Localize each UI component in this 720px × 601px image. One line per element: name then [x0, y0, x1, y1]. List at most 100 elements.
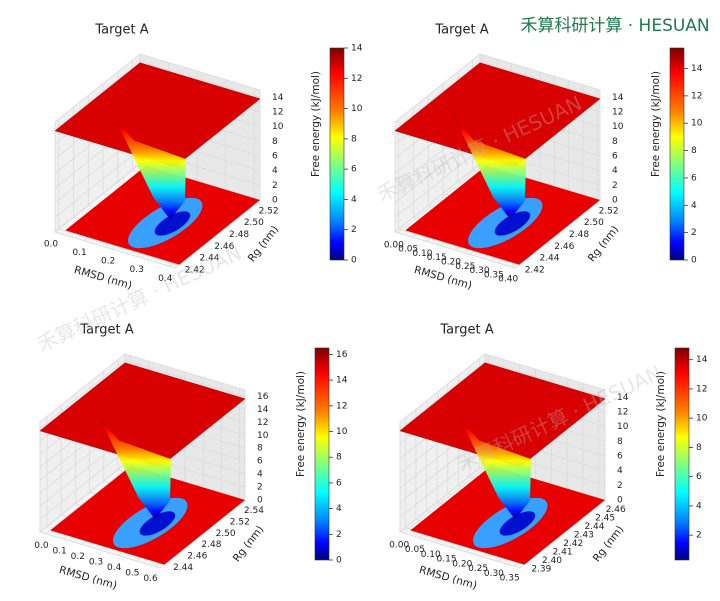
z-tick-label: 0: [272, 196, 278, 206]
x-tick-label: 0.2: [71, 552, 85, 562]
floor-basin: [139, 511, 176, 536]
y-tick-label: 2.50: [584, 218, 604, 228]
z-tick-label: 2: [272, 181, 278, 191]
brand: 禾算科研计算 · HESUAN: [520, 16, 709, 36]
surface-funnel: [99, 418, 171, 520]
x-tick-label: 0.3: [130, 265, 144, 275]
surface-funnel: [459, 418, 531, 520]
x-tick-label: 0.20: [452, 559, 472, 569]
z-tick-label: 8: [257, 444, 263, 454]
colorbar-tick-label: 10: [696, 414, 708, 424]
colorbar-tick-label: 6: [351, 165, 357, 175]
x-tick-label: 0.05: [398, 245, 418, 255]
colorbar-tick-label: 2: [691, 228, 697, 238]
z-tick-label: 2: [612, 181, 618, 191]
colorbar-tick-label: 2: [696, 531, 702, 541]
y-tick-label: 2.44: [584, 522, 604, 532]
colorbar-label: Free energy (kJ/mol): [295, 371, 307, 477]
z-tick-label: 8: [617, 437, 623, 447]
z-tick-label: 14: [612, 93, 624, 103]
x-tick-label: 0.5: [125, 568, 139, 578]
colorbar-tick-label: 12: [336, 401, 347, 411]
surface-funnel: [454, 118, 526, 220]
y-tick-label: 2.54: [244, 506, 264, 516]
z-tick-label: 4: [612, 166, 618, 176]
z-tick-label: 14: [257, 405, 269, 415]
z-tick-label: 2: [257, 483, 263, 493]
z-tick-label: 14: [272, 93, 284, 103]
colorbar: [669, 47, 685, 261]
y-tick-label: 2.39: [531, 564, 551, 574]
z-tick-label: 4: [272, 166, 278, 176]
z-tick-label: 10: [257, 431, 269, 441]
y-tick-label: 2.44: [539, 254, 559, 264]
x-tick-label: 0.15: [427, 253, 447, 263]
colorbar-tick-label: 6: [336, 478, 342, 488]
z-tick-label: 6: [272, 152, 278, 162]
floor-basin: [494, 211, 531, 236]
x-tick-label: 0.10: [412, 249, 432, 259]
y-tick-label: 2.48: [229, 230, 249, 240]
colorbar-tick-label: 12: [691, 91, 702, 101]
x-tick-label: 0.30: [470, 266, 490, 276]
z-tick-label: 0: [617, 496, 623, 506]
x-tick-label: 0.3: [89, 558, 103, 568]
z-tick-label: 12: [257, 418, 268, 428]
y-tick-label: 2.45: [595, 513, 615, 523]
y-tick-label: 2.46: [554, 242, 574, 252]
y-tick-label: 2.46: [606, 505, 626, 515]
colorbar-tick-label: 4: [351, 195, 357, 205]
y-tick-label: 2.48: [569, 230, 589, 240]
watermark: 禾算科研计算 · HESUAN: [33, 241, 245, 357]
colorbar-tick-label: 12: [696, 384, 707, 394]
colorbar-tick-label: 6: [696, 472, 702, 482]
y-tick-label: 2.42: [185, 266, 205, 276]
y-tick-label: 2.52: [259, 206, 279, 216]
z-tick-label: 6: [617, 452, 623, 462]
colorbar-tick-label: 8: [351, 134, 357, 144]
x-tick-label: 0.35: [500, 574, 520, 584]
y-tick-label: 2.43: [574, 530, 594, 540]
chart-title: Target A: [434, 23, 488, 38]
y-tick-label: 2.48: [201, 540, 221, 550]
z-tick-label: 12: [612, 108, 623, 118]
grid-line: [399, 360, 606, 430]
y-tick-label: 2.41: [553, 547, 573, 557]
x-tick-label: 0.30: [484, 569, 504, 579]
x-tick-label: 0.1: [52, 547, 66, 557]
colorbar-tick-label: 14: [691, 64, 703, 74]
x-tick-label: 0.1: [72, 248, 86, 258]
y-tick-label: 2.52: [230, 518, 250, 528]
z-tick-label: 8: [612, 137, 618, 147]
y-tick-label: 2.46: [214, 242, 234, 252]
floor-basin: [499, 511, 536, 536]
colorbar: [674, 347, 690, 561]
colorbar-tick-label: 16: [336, 350, 348, 360]
x-tick-label: 0.4: [158, 274, 173, 284]
x-tick-label: 0.25: [468, 564, 488, 574]
x-tick-label: 0.40: [498, 275, 518, 285]
z-tick-label: 12: [617, 408, 628, 418]
colorbar-tick-label: 4: [691, 201, 697, 211]
grid-line: [39, 360, 246, 429]
y-tick-label: 2.50: [216, 529, 236, 539]
colorbar-label: Free energy (kJ/mol): [655, 371, 667, 477]
x-tick-label: 0.25: [455, 262, 475, 272]
colorbar-tick-label: 14: [696, 355, 708, 365]
x-tick-label: 0.0: [34, 541, 49, 551]
y-axis-label: Rg (nm): [246, 224, 282, 265]
chart-title: Target A: [79, 323, 133, 338]
colorbar-label: Free energy (kJ/mol): [650, 71, 662, 177]
x-axis-label: RMSD (nm): [73, 264, 134, 292]
colorbar-tick-label: 10: [691, 119, 703, 129]
z-tick-label: 4: [617, 466, 623, 476]
colorbar: [329, 47, 345, 261]
colorbar-label: Free energy (kJ/mol): [310, 71, 322, 177]
z-tick-label: 10: [272, 122, 284, 132]
colorbar-tick-label: 8: [696, 443, 702, 453]
colorbar-tick-label: 10: [351, 104, 363, 114]
z-tick-label: 6: [612, 152, 618, 162]
grid-line: [394, 60, 601, 130]
colorbar-tick-label: 0: [336, 556, 342, 566]
